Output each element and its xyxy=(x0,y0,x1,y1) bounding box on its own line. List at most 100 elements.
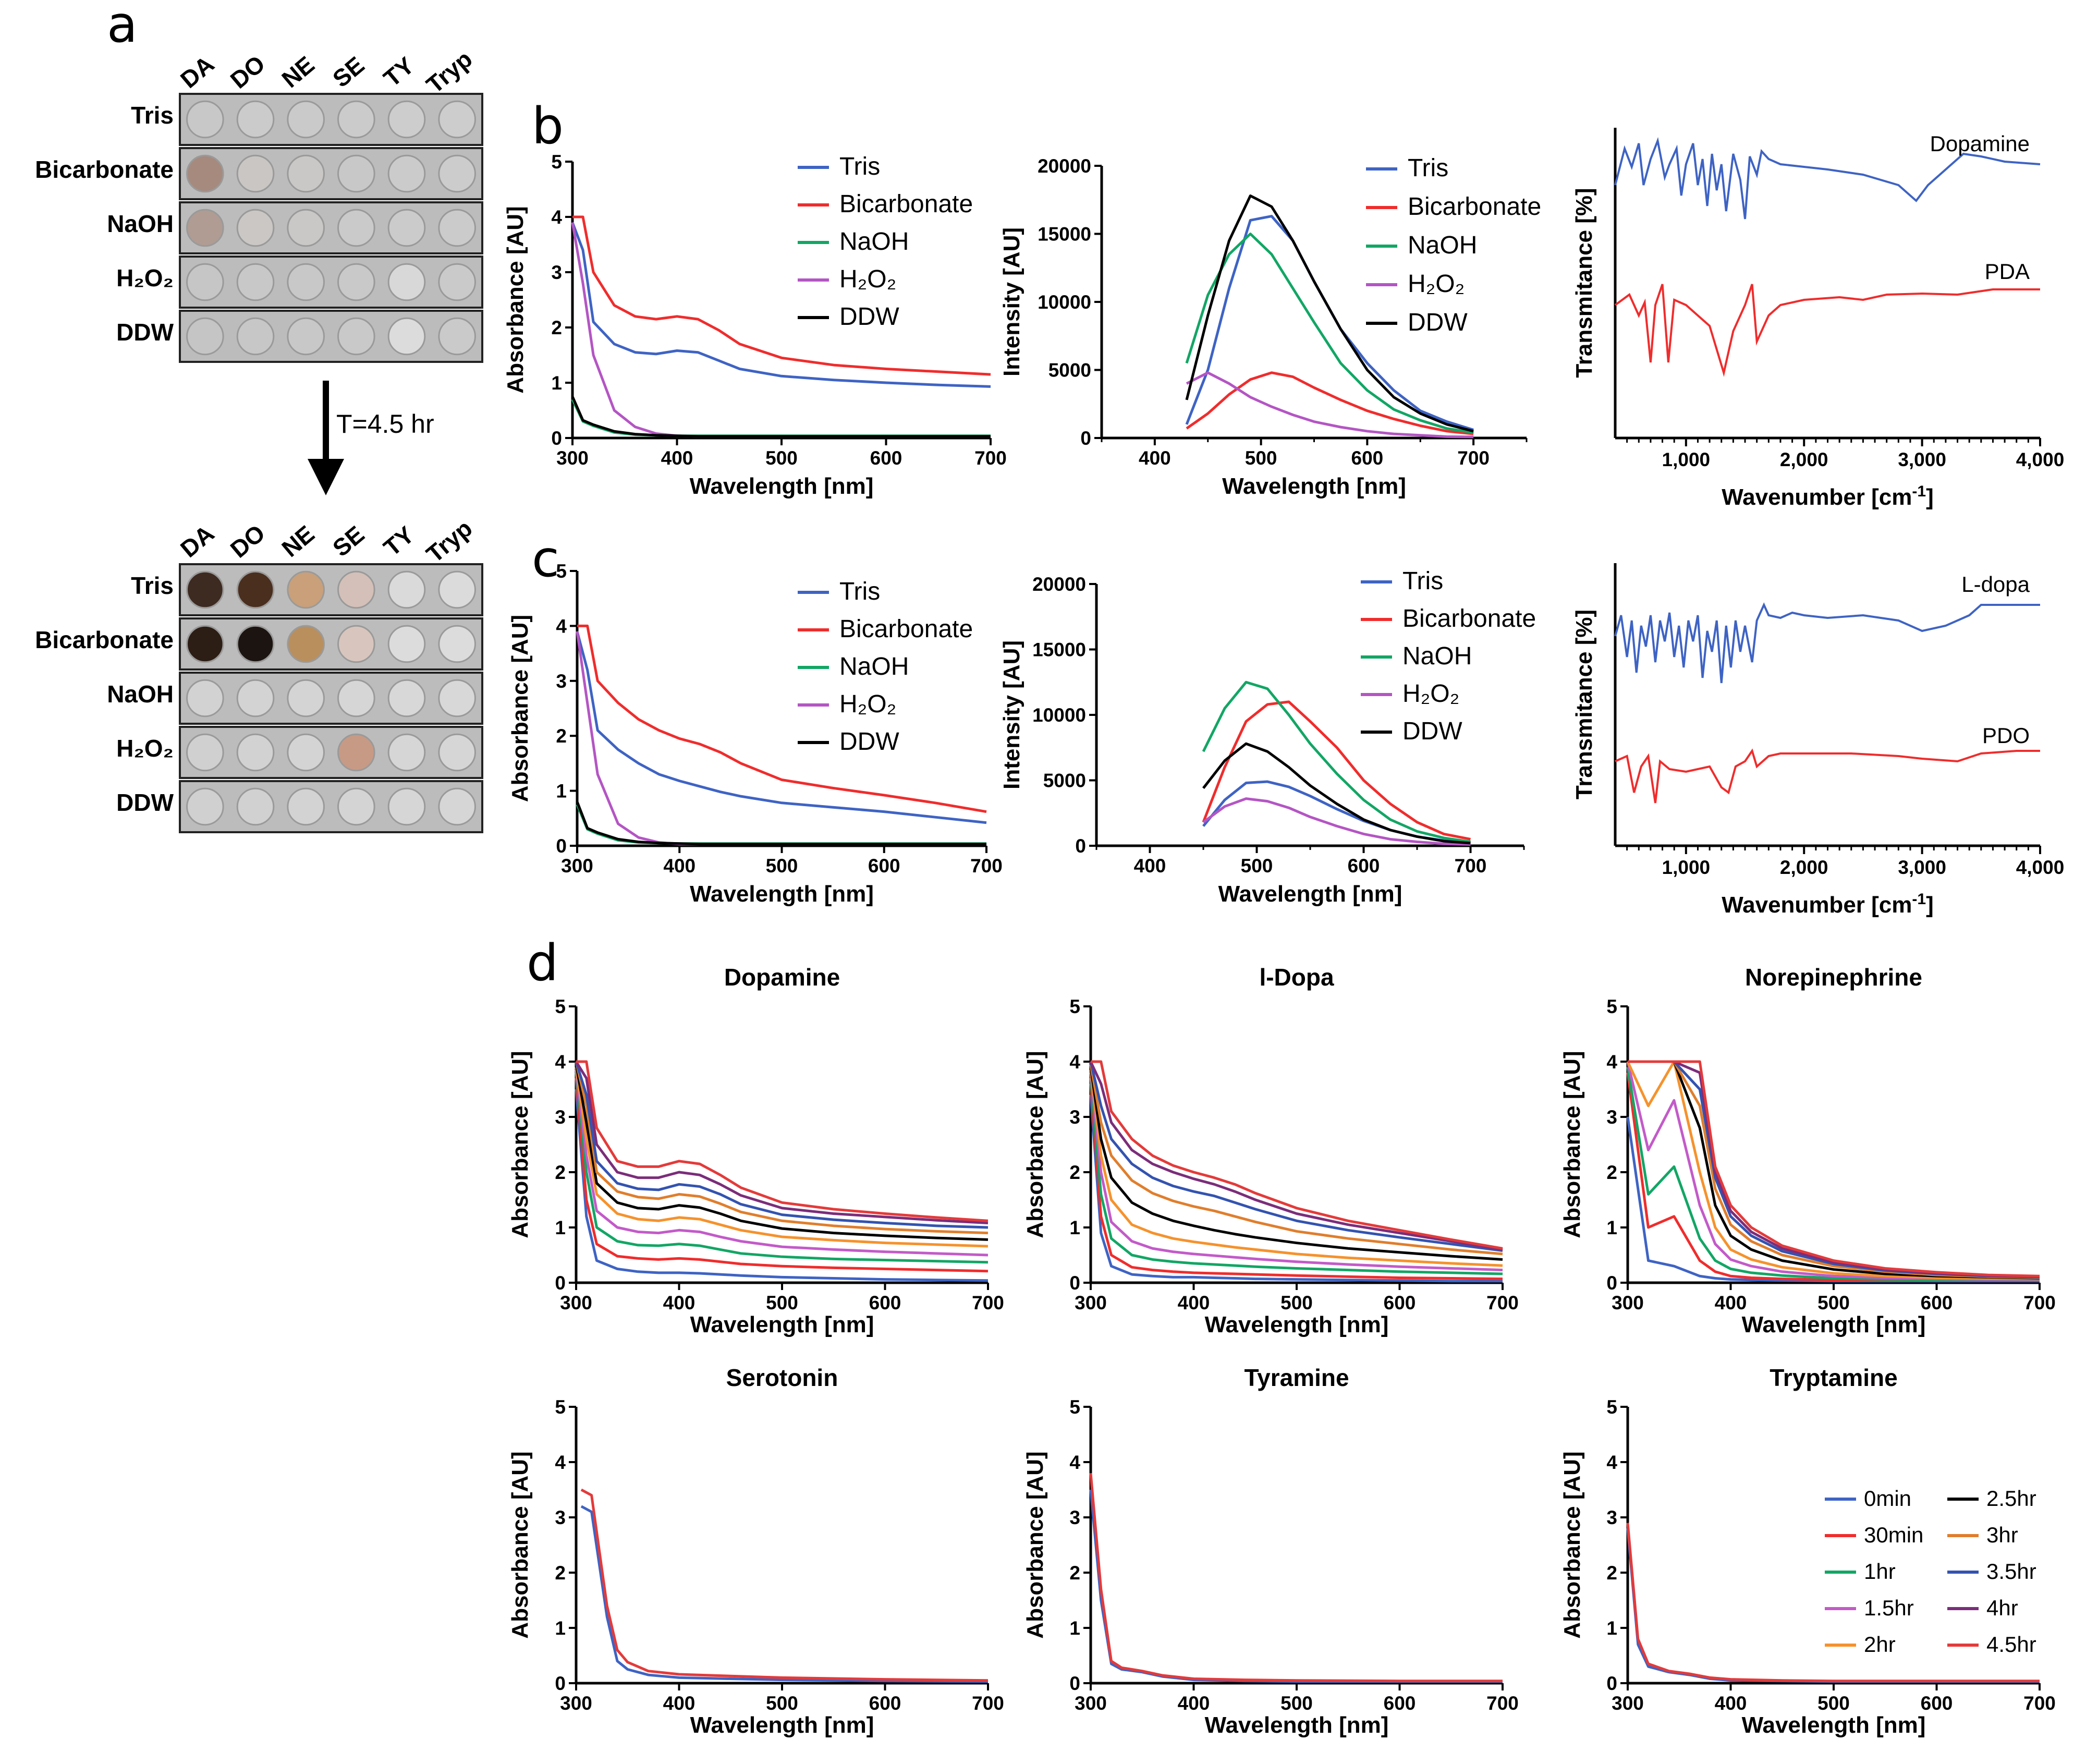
chart-b2: 400 500 600 700 0 5000 10000 15000 20000 Waveleng… xyxy=(999,154,1541,499)
x-axis-label: Wavelength [nm] xyxy=(690,881,874,907)
well xyxy=(387,100,426,139)
time-legend-label: 3.5hr xyxy=(1986,1559,2036,1584)
x-tick-label: 500 xyxy=(1245,447,1277,469)
well xyxy=(287,209,325,247)
column-label: DA xyxy=(175,519,219,563)
x-tick-label: 400 xyxy=(663,1693,696,1714)
well xyxy=(236,625,275,663)
y-axis-label: Absorbance [AU] xyxy=(1559,1451,1585,1638)
x-tick-label: 600 xyxy=(1921,1292,1953,1313)
chart-b3: 1,000 2,000 3,000 4,000 Wavenumber [cm-1] Tra… xyxy=(1571,128,2064,510)
x-tick-label: 300 xyxy=(561,855,593,877)
series-line xyxy=(571,398,991,437)
series-line xyxy=(1185,233,1474,434)
well xyxy=(337,317,375,356)
well xyxy=(236,154,275,193)
y-tick-label: 2 xyxy=(555,1562,566,1584)
well xyxy=(186,154,224,193)
y-axis-label: Absorbance [AU] xyxy=(503,206,528,393)
x-tick-label: 3,000 xyxy=(1898,449,1946,470)
time-legend-label: 2.5hr xyxy=(1986,1486,2036,1511)
row-label: Bicarbonate xyxy=(35,156,174,183)
well xyxy=(337,209,375,247)
well xyxy=(337,100,375,139)
series-line xyxy=(1089,1078,1503,1275)
legend-label: DDW xyxy=(839,728,899,756)
x-axis-label: Wavelength [nm] xyxy=(1742,1312,1926,1337)
y-tick-label: 20000 xyxy=(1032,574,1086,595)
x-tick-label: 500 xyxy=(1280,1693,1313,1714)
series-line xyxy=(1202,797,1471,846)
x-tick-label: 4,000 xyxy=(2016,857,2065,878)
x-tick-label: 600 xyxy=(869,1693,901,1714)
row-label: Bicarbonate xyxy=(35,626,174,653)
series-line xyxy=(1626,1528,2040,1683)
row-label: DDW xyxy=(116,319,174,346)
y-tick-label: 1 xyxy=(555,1217,566,1238)
well xyxy=(236,679,275,717)
y-tick-label: 1 xyxy=(556,781,567,802)
ftir-bottom-line xyxy=(1615,748,2040,804)
well xyxy=(287,154,325,193)
column-label: Tryp xyxy=(421,45,478,99)
legend-label: NaOH xyxy=(839,653,909,680)
series-line xyxy=(1626,1060,2040,1281)
series-line xyxy=(1089,1084,1503,1281)
well xyxy=(236,787,275,826)
well xyxy=(387,625,426,663)
time-arrow-head xyxy=(308,459,344,495)
x-tick-label: 3,000 xyxy=(1898,857,1946,878)
chart-title: Tyramine xyxy=(1244,1364,1349,1391)
panel-letter-d: d xyxy=(527,934,558,992)
x-tick-label: 400 xyxy=(663,1292,696,1313)
y-tick-label: 3 xyxy=(551,262,562,283)
well xyxy=(438,679,476,717)
well xyxy=(287,570,325,609)
x-tick-label: 1,000 xyxy=(1662,857,1711,878)
y-tick-label: 5 xyxy=(551,151,562,173)
well xyxy=(287,317,325,356)
well xyxy=(438,263,476,301)
series-line xyxy=(575,1078,989,1273)
y-axis-label: Intensity [AU] xyxy=(999,640,1024,789)
well xyxy=(287,787,325,826)
x-tick-label: 600 xyxy=(1384,1693,1416,1714)
x-tick-label: 300 xyxy=(1075,1292,1107,1313)
well xyxy=(186,570,224,609)
series-line xyxy=(575,1061,989,1229)
x-axis-label: Wavelength [nm] xyxy=(1218,881,1402,907)
well xyxy=(387,570,426,609)
well xyxy=(387,787,426,826)
series-line xyxy=(1202,680,1471,843)
series-line xyxy=(1089,1094,1503,1283)
plate-row xyxy=(179,726,483,779)
column-label: SE xyxy=(327,520,369,562)
column-label: NE xyxy=(276,520,319,562)
plate-row xyxy=(179,617,483,671)
x-tick-label: 700 xyxy=(2023,1693,2056,1714)
y-tick-label: 0 xyxy=(555,1272,566,1294)
plate-row xyxy=(179,93,483,146)
column-label: TY xyxy=(379,52,419,92)
well xyxy=(438,317,476,356)
x-axis-label: Wavenumber [cm-1] xyxy=(1722,891,1933,918)
x-tick-label: 700 xyxy=(1486,1292,1519,1313)
series-line xyxy=(575,1089,989,1282)
series-line xyxy=(1089,1072,1503,1272)
y-tick-label: 2 xyxy=(555,1162,566,1183)
column-label: DA xyxy=(175,50,219,93)
x-axis-label: Wavelength [nm] xyxy=(690,1712,874,1738)
series-line xyxy=(1186,371,1474,435)
y-tick-label: 4 xyxy=(1606,1051,1617,1073)
x-axis-label: Wavelength [nm] xyxy=(1222,473,1406,499)
y-tick-label: 1 xyxy=(555,1617,566,1639)
y-tick-label: 2 xyxy=(1606,1562,1617,1584)
well xyxy=(438,733,476,772)
x-tick-label: 300 xyxy=(560,1693,592,1714)
x-tick-label: 600 xyxy=(868,855,900,877)
row-label: H₂O₂ xyxy=(116,735,174,762)
ftir-annotation-bottom: PDA xyxy=(1985,259,2030,284)
y-tick-label: 4 xyxy=(556,615,567,637)
well xyxy=(387,733,426,772)
